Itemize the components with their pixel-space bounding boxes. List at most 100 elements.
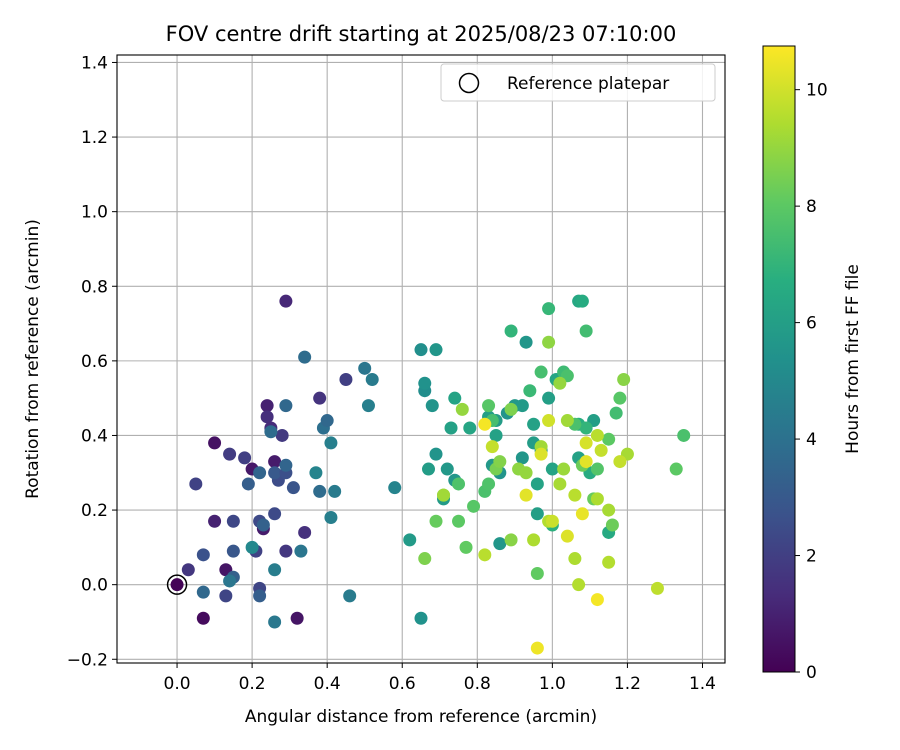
data-point bbox=[223, 574, 237, 588]
data-point bbox=[422, 462, 436, 476]
data-point bbox=[170, 578, 184, 592]
data-point bbox=[530, 477, 544, 491]
data-point bbox=[414, 343, 428, 357]
data-point bbox=[602, 432, 616, 446]
data-point bbox=[560, 529, 574, 543]
data-point bbox=[542, 335, 556, 349]
data-point bbox=[617, 373, 631, 387]
y-axis-label: Rotation from reference (arcmin) bbox=[23, 219, 43, 499]
data-point bbox=[226, 514, 240, 528]
data-point bbox=[609, 406, 623, 420]
data-point bbox=[545, 514, 559, 528]
data-point bbox=[279, 399, 293, 413]
data-point bbox=[260, 399, 274, 413]
data-point bbox=[208, 436, 222, 450]
data-point bbox=[602, 503, 616, 517]
legend-marker-icon bbox=[458, 72, 480, 94]
x-tick-label: 1.0 bbox=[539, 674, 566, 694]
x-tick-label: 0.4 bbox=[314, 674, 341, 694]
data-point bbox=[534, 447, 548, 461]
data-point bbox=[459, 540, 473, 554]
data-point bbox=[519, 466, 533, 480]
data-point bbox=[279, 294, 293, 308]
data-point bbox=[437, 488, 451, 502]
data-point bbox=[545, 462, 559, 476]
data-point bbox=[226, 544, 240, 558]
data-point bbox=[448, 391, 462, 405]
data-point bbox=[268, 615, 282, 629]
data-point bbox=[677, 428, 691, 442]
data-point bbox=[669, 462, 683, 476]
colorbar-tick-label: 8 bbox=[806, 197, 817, 217]
x-tick-label: 0.0 bbox=[164, 674, 191, 694]
data-point bbox=[264, 425, 278, 439]
x-tick-label: 1.2 bbox=[614, 674, 641, 694]
y-tick-label: 0.0 bbox=[81, 576, 108, 596]
data-point bbox=[515, 451, 529, 465]
data-point bbox=[602, 555, 616, 569]
data-point bbox=[613, 455, 627, 469]
data-point bbox=[579, 324, 593, 338]
data-point bbox=[515, 399, 529, 413]
y-tick-label: 1.0 bbox=[81, 203, 108, 223]
data-point bbox=[181, 563, 195, 577]
data-point bbox=[256, 518, 270, 532]
data-point bbox=[361, 399, 375, 413]
y-tick-label: 0.8 bbox=[81, 277, 108, 297]
data-point bbox=[418, 552, 432, 566]
data-point bbox=[542, 414, 556, 428]
data-point bbox=[279, 544, 293, 558]
data-point bbox=[455, 402, 469, 416]
data-point bbox=[504, 402, 518, 416]
data-point bbox=[557, 462, 571, 476]
x-tick-label: 0.2 bbox=[239, 674, 266, 694]
data-point bbox=[530, 566, 544, 580]
data-point bbox=[590, 593, 604, 607]
data-point bbox=[429, 343, 443, 357]
data-point bbox=[613, 391, 627, 405]
x-tick-label: 1.4 bbox=[689, 674, 716, 694]
data-point bbox=[560, 414, 574, 428]
data-point bbox=[527, 533, 541, 547]
data-point bbox=[575, 294, 589, 308]
data-point bbox=[572, 578, 586, 592]
colorbar-scale bbox=[762, 45, 796, 673]
data-point bbox=[534, 365, 548, 379]
colorbar-tick-label: 10 bbox=[806, 81, 828, 101]
data-point bbox=[575, 507, 589, 521]
data-point bbox=[253, 589, 267, 603]
data-point bbox=[452, 477, 466, 491]
data-point bbox=[553, 376, 567, 390]
colorbar-label: Hours from first FF file bbox=[843, 264, 863, 454]
data-point bbox=[290, 611, 304, 625]
data-point bbox=[403, 533, 417, 547]
data-point bbox=[268, 507, 282, 521]
data-point bbox=[485, 440, 499, 454]
plot-frame bbox=[116, 54, 726, 664]
colorbar-tick-label: 0 bbox=[806, 663, 817, 683]
data-point bbox=[579, 421, 593, 435]
data-point bbox=[478, 417, 492, 431]
x-tick-label: 0.6 bbox=[389, 674, 416, 694]
data-point bbox=[275, 428, 289, 442]
data-point bbox=[590, 462, 604, 476]
data-point bbox=[542, 302, 556, 316]
data-point bbox=[568, 552, 582, 566]
x-tick-label: 0.8 bbox=[464, 674, 491, 694]
data-point bbox=[493, 537, 507, 551]
data-point bbox=[294, 544, 308, 558]
data-point bbox=[418, 376, 432, 390]
data-point bbox=[260, 410, 274, 424]
data-point bbox=[452, 514, 466, 528]
data-point bbox=[650, 581, 664, 595]
data-point bbox=[358, 361, 372, 375]
y-tick-label: 1.2 bbox=[81, 128, 108, 148]
data-point bbox=[590, 428, 604, 442]
data-point bbox=[279, 458, 293, 472]
colorbar-tick-label: 2 bbox=[806, 547, 817, 567]
colorbar-tick-label: 6 bbox=[806, 314, 817, 334]
y-tick-label: −0.2 bbox=[67, 650, 108, 670]
data-point bbox=[519, 488, 533, 502]
data-point bbox=[219, 589, 233, 603]
